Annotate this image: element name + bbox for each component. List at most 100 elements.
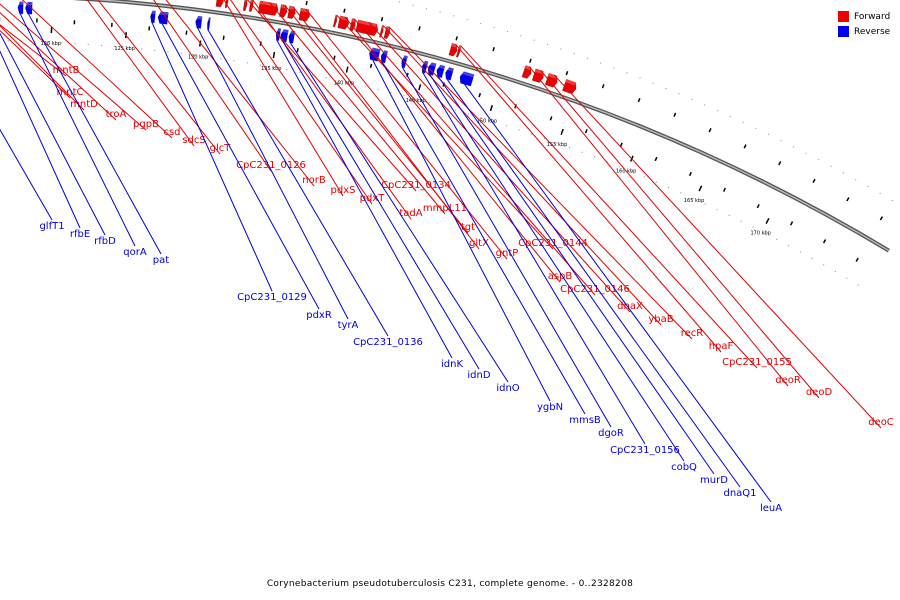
forward-gene-leader bbox=[252, 0, 412, 220]
forward-gene-leader bbox=[223, 0, 344, 197]
forward-gene-leader bbox=[460, 45, 758, 369]
forward-gene-label: mntD bbox=[70, 99, 98, 110]
forward-gene-mmpL11 bbox=[257, 0, 279, 16]
tick-dash bbox=[756, 204, 760, 209]
reverse-gene-CpC231_0156 bbox=[421, 60, 429, 74]
reverse-gene-qorA bbox=[17, 1, 24, 15]
forward-gene-label: tadA bbox=[399, 208, 422, 219]
scale-tick bbox=[272, 51, 276, 59]
tick-dash bbox=[549, 116, 553, 121]
reverse-gene-leader bbox=[422, 72, 646, 445]
reverse-gene-leuA-shade bbox=[460, 71, 475, 78]
forward-gene-leader bbox=[292, 6, 480, 250]
reverse-gene-label: glfT1 bbox=[39, 221, 64, 232]
tick-dash bbox=[343, 8, 346, 13]
forward-gene-label: pgpB bbox=[133, 119, 159, 130]
tick-dash bbox=[455, 36, 458, 41]
reverse-gene-leader bbox=[0, 128, 53, 221]
reverse-gene-label: leuA bbox=[760, 503, 782, 514]
forward-swatch bbox=[838, 11, 849, 22]
reverse-gene-label: CpC231_0129 bbox=[237, 292, 307, 303]
tick-dash bbox=[619, 142, 623, 147]
scale-tick-label: 125 kbp bbox=[114, 46, 134, 52]
reverse-gene-label: rfbD bbox=[94, 236, 116, 247]
forward-gene-aspB-shade bbox=[339, 15, 348, 21]
forward-gene-tadA bbox=[248, 0, 254, 12]
tick-dash bbox=[296, 48, 299, 53]
scale-tick-label: 155 kbp bbox=[547, 142, 567, 148]
reverse-gene-leader bbox=[19, 13, 136, 247]
reverse-gene-cobQ-shade bbox=[428, 62, 437, 67]
reverse-gene-leader bbox=[446, 79, 741, 488]
legend-reverse: Reverse bbox=[838, 24, 890, 39]
forward-gene-leader bbox=[97, 0, 221, 155]
tick-dash bbox=[688, 171, 692, 177]
reverse-gene-leader bbox=[464, 83, 772, 503]
scale-tick-label: 165 kbp bbox=[684, 198, 704, 204]
scale-tick-label: 170 kbp bbox=[750, 230, 770, 236]
reverse-gene-leader bbox=[401, 67, 612, 428]
forward-gene-leader bbox=[269, 2, 446, 215]
forward-gene-leader bbox=[0, 12, 117, 121]
scale-tick bbox=[560, 128, 564, 135]
reverse-gene-label: murD bbox=[700, 475, 728, 486]
forward-gene-label: pdxS bbox=[331, 185, 356, 196]
reverse-gene-leader bbox=[197, 27, 349, 320]
reverse-gene-CpC231_0129-shade bbox=[150, 10, 156, 14]
forward-gene-leader bbox=[0, 3, 147, 131]
forward-gene-leader bbox=[553, 74, 882, 429]
forward-gene-leader bbox=[305, 8, 508, 260]
tick-dash bbox=[708, 128, 712, 133]
reverse-gene-label: rfbE bbox=[70, 229, 90, 240]
forward-gene-leader bbox=[165, 0, 315, 187]
reverse-gene-dgoR-shade bbox=[402, 55, 408, 60]
tick-dash bbox=[601, 84, 605, 89]
tick-dash bbox=[789, 221, 794, 226]
reverse-gene-murD-shade bbox=[437, 64, 445, 70]
forward-gene-CpC231_0144 bbox=[332, 14, 338, 28]
tick-dash bbox=[529, 58, 532, 63]
forward-gene-label: hpaF bbox=[709, 341, 734, 352]
reverse-gene-label: dgoR bbox=[598, 428, 624, 439]
reverse-gene-label: CpC231_0156 bbox=[610, 445, 680, 456]
forward-gene-label: CpC231_0155 bbox=[722, 357, 792, 368]
reverse-gene-murD bbox=[436, 64, 446, 79]
forward-gene-label: gltX bbox=[469, 238, 489, 249]
reverse-gene-qorA-shade bbox=[17, 1, 24, 5]
reverse-gene-leader bbox=[289, 42, 509, 383]
forward-gene-CpC231_0134-shade bbox=[244, 0, 247, 2]
forward-gene-CpC231_0155-shade bbox=[458, 45, 461, 49]
forward-gene-label: CpC231_0146 bbox=[560, 284, 630, 295]
forward-gene-label: CpC231_0126 bbox=[236, 160, 306, 171]
forward-gene-label: glcT bbox=[210, 143, 232, 154]
reverse-gene-label: pdxR bbox=[306, 310, 332, 321]
reverse-gene-leader bbox=[0, 50, 81, 229]
reverse-gene-CpC231_0129 bbox=[150, 10, 156, 24]
reverse-gene-label: mmsB bbox=[569, 415, 601, 426]
scale-tick bbox=[765, 217, 770, 224]
forward-gene-label: aspB bbox=[548, 271, 573, 282]
scale-tick-label: 140 kbp bbox=[334, 80, 354, 86]
forward-gene-label: CpC231_0134 bbox=[381, 180, 451, 191]
forward-gene-leader bbox=[455, 43, 722, 353]
tick-dash bbox=[492, 47, 495, 52]
forward-gene-label: dnaX bbox=[617, 301, 643, 312]
reverse-gene-leader bbox=[276, 40, 453, 359]
forward-gene-deoC_2-shade bbox=[565, 79, 576, 86]
reverse-gene-CpC231_0136 bbox=[207, 17, 211, 30]
forward-gene-leader bbox=[153, 0, 272, 172]
legend-reverse-label: Reverse bbox=[854, 26, 891, 37]
genome-caption: Corynebacterium pseudotuberculosis C231,… bbox=[266, 579, 634, 589]
scale-tick bbox=[418, 84, 422, 91]
forward-gene-deoR-shade bbox=[524, 65, 531, 70]
forward-gene-label: recR bbox=[681, 328, 704, 339]
reverse-gene-leader bbox=[207, 29, 389, 337]
tick-dash bbox=[673, 112, 677, 117]
forward-gene-label: troA bbox=[106, 109, 127, 120]
reverse-gene-cobQ bbox=[427, 62, 437, 76]
forward-gene-label: sdcS bbox=[182, 135, 205, 146]
forward-gene-hpaF-shade bbox=[451, 43, 457, 48]
reverse-gene-label: tyrA bbox=[338, 320, 359, 331]
reverse-gene-leader bbox=[438, 76, 715, 475]
scale-tick-label: 120 kbp bbox=[41, 41, 61, 47]
